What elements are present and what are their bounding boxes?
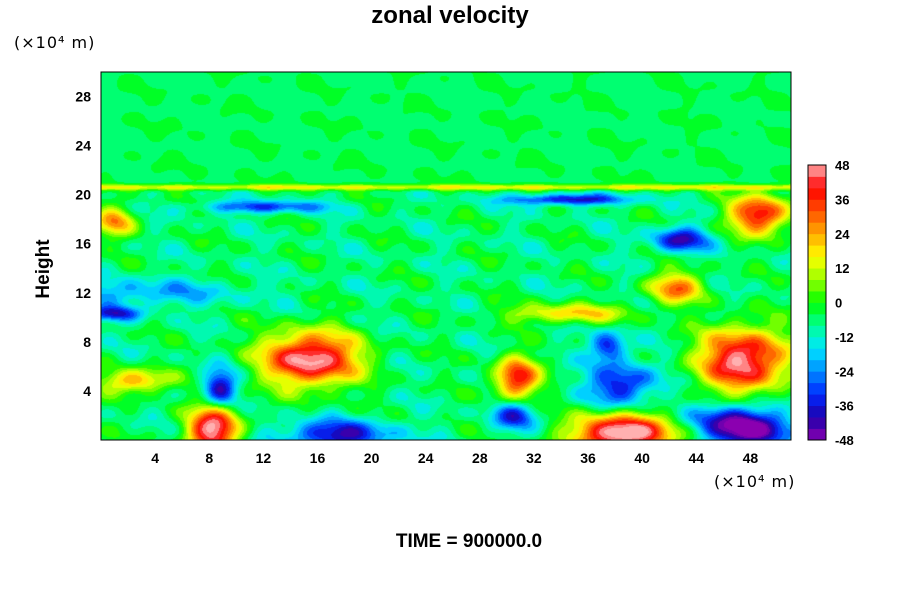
- y-tick-label: 8: [83, 334, 91, 350]
- colorbar-segment: [808, 187, 826, 200]
- colorbar-segment: [808, 291, 826, 303]
- colorbar-tick-label: 36: [835, 192, 849, 207]
- colorbar-segment: [808, 210, 826, 223]
- colorbar-segment: [808, 199, 826, 212]
- colorbar-segment: [808, 176, 826, 189]
- colorbar-segment: [808, 222, 826, 235]
- y-tick-label: 12: [75, 285, 91, 301]
- colorbar-segment: [808, 302, 826, 315]
- colorbar-segment: [808, 417, 826, 429]
- colorbar-segment: [808, 313, 826, 326]
- y-tick-label: 16: [75, 236, 91, 252]
- colorbar-segment: [808, 279, 826, 292]
- colorbar-tick-label: -12: [835, 330, 854, 345]
- x-axis-unit-label: (×10⁴ m): [714, 472, 796, 491]
- x-tick-label: 8: [205, 450, 213, 466]
- colorbar-tick-label: -48: [835, 433, 854, 448]
- time-label: TIME = 900000.0: [395, 531, 543, 552]
- x-axis: 4 8 12 16 20 24 28 32 36 40 44 48: [151, 450, 758, 466]
- colorbar: 48 36 24 12 0 -12 -24 -36 -48: [807, 158, 855, 448]
- colorbar-tick-label: 0: [835, 296, 842, 311]
- colorbar-tick-label: -36: [835, 399, 854, 414]
- colorbar-segment: [808, 336, 826, 349]
- y-tick-label: 24: [75, 138, 91, 154]
- y-axis-unit-label: (×10⁴ m): [14, 33, 96, 52]
- y-axis: 4 8 12 16 20 24 28: [75, 89, 91, 399]
- colorbar-segment: [808, 256, 826, 269]
- colorbar-segment: [808, 233, 826, 246]
- y-tick-label: 28: [75, 89, 91, 105]
- colorbar-tick-label: 48: [835, 158, 849, 173]
- colorbar-tick-label: -24: [835, 364, 855, 379]
- x-tick-label: 28: [472, 450, 488, 466]
- colorbar-segment: [808, 382, 826, 395]
- colorbar-segment: [808, 348, 826, 361]
- colorbar-segment: [808, 428, 826, 441]
- colorbar-frame: [807, 164, 827, 441]
- colorbar-tick-label: 12: [835, 261, 849, 276]
- x-tick-label: 20: [364, 450, 380, 466]
- x-tick-label: 44: [689, 450, 705, 466]
- colorbar-segment: [808, 359, 826, 372]
- colorbar-tick-label: 24: [835, 227, 850, 242]
- plot-frame: [100, 71, 792, 441]
- colorbar-segment: [808, 405, 826, 418]
- chart-title: zonal velocity: [371, 2, 529, 29]
- y-tick-label: 20: [75, 187, 91, 203]
- x-tick-label: 40: [634, 450, 650, 466]
- x-tick-label: 12: [256, 450, 272, 466]
- colorbar-segment: [808, 325, 826, 338]
- heatmap: [101, 72, 791, 440]
- y-tick-label: 4: [83, 383, 91, 399]
- x-tick-label: 36: [580, 450, 596, 466]
- x-tick-label: 4: [151, 450, 159, 466]
- colorbar-segment: [808, 371, 826, 384]
- colorbar-segment: [808, 245, 826, 258]
- colorbar-segment: [808, 394, 826, 407]
- x-tick-label: 32: [526, 450, 542, 466]
- colorbar-segment: [808, 165, 826, 177]
- colorbar-segment: [808, 268, 826, 280]
- x-tick-label: 16: [310, 450, 326, 466]
- x-tick-label: 48: [743, 450, 759, 466]
- x-tick-label: 24: [418, 450, 434, 466]
- heatmap-image: [101, 72, 791, 440]
